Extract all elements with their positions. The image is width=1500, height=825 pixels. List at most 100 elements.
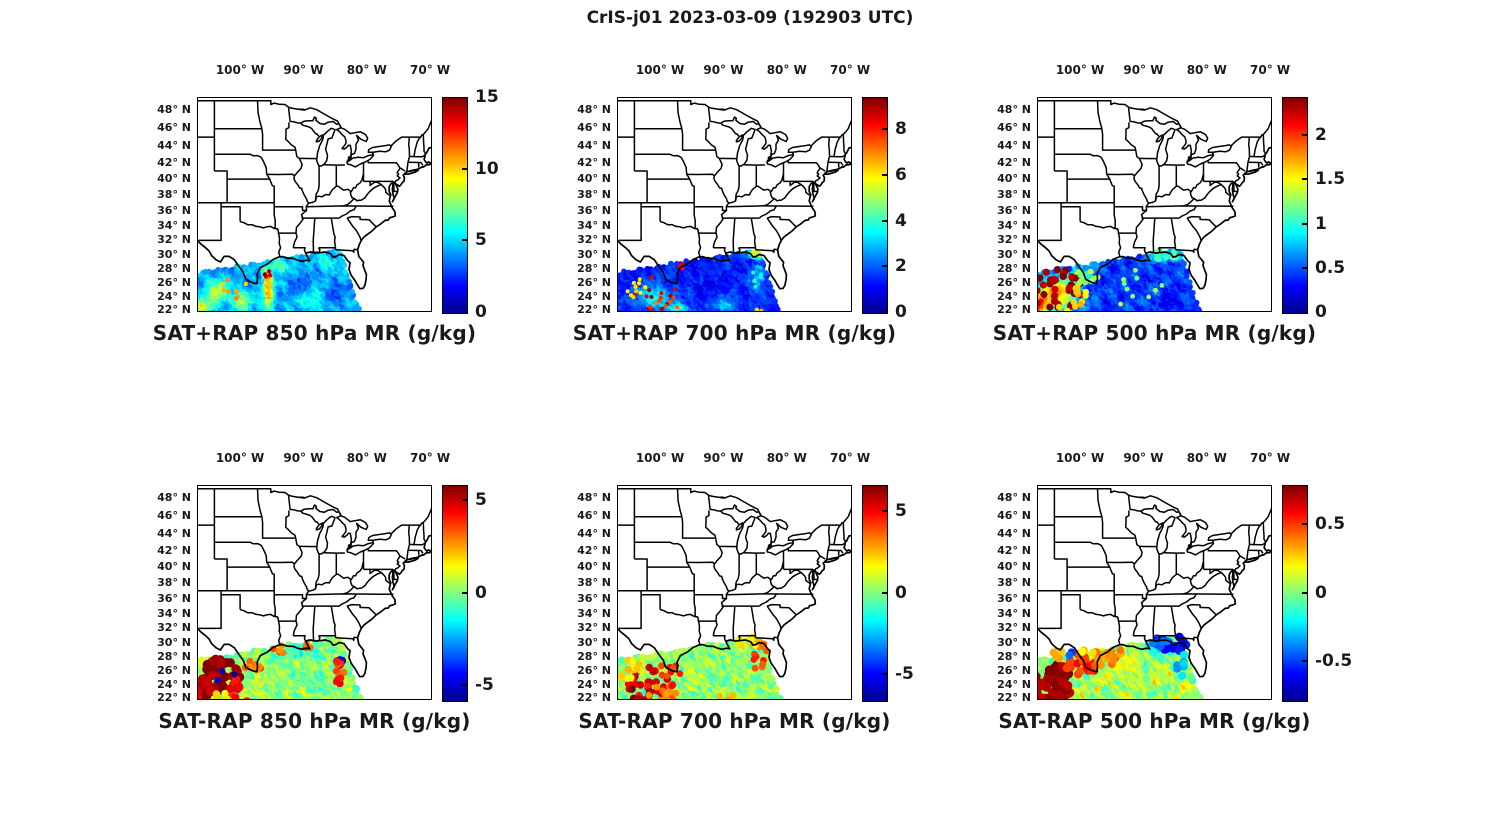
lat-tick-label: 28° N — [997, 262, 1031, 275]
lon-tick-label: 80° W — [1186, 451, 1227, 465]
lat-tick-label: 44° N — [157, 138, 191, 152]
colorbar-tick-mark — [462, 167, 467, 170]
lon-tick-label: 90° W — [283, 451, 324, 465]
lat-tick-label: 30° N — [577, 635, 611, 649]
lon-tick-label: 70° W — [410, 63, 451, 77]
lon-tick-label: 100° W — [1055, 63, 1105, 77]
lat-tick-label: 24° N — [997, 289, 1031, 303]
coastline — [197, 511, 432, 678]
lat-tick-label: 48° N — [157, 491, 191, 505]
lat-tick-label: 46° N — [997, 121, 1031, 135]
state-borders — [1037, 100, 1272, 257]
lat-tick-label: 24° N — [157, 677, 191, 691]
lat-tick-label: 24° N — [577, 677, 611, 691]
lat-tick-label: 24° N — [157, 289, 191, 303]
lon-tick-label: 90° W — [703, 451, 744, 465]
lat-tick-label: 46° N — [577, 121, 611, 135]
lat-tick-label: 36° N — [997, 591, 1031, 605]
lon-tick-label: 80° W — [346, 63, 387, 77]
map-frame — [197, 97, 432, 312]
coastline — [1037, 511, 1272, 678]
panel-title-sat-minus-rap-850: SAT-RAP 850 hPa MR (g/kg) — [158, 709, 471, 733]
colorbar-sat-plus-rap-500 — [1282, 97, 1308, 314]
lat-tick-label: 28° N — [577, 650, 611, 663]
lat-tick-label: 24° N — [577, 289, 611, 303]
colorbar-tick-mark — [1302, 660, 1307, 663]
colorbar-tick-mark — [882, 510, 887, 513]
lon-tick-label: 80° W — [766, 451, 807, 465]
colorbar-tick-label: -5 — [895, 663, 914, 684]
colorbar-tick-label: 2 — [1315, 125, 1327, 146]
lon-tick-label: 70° W — [830, 63, 871, 77]
lat-tick-label: 34° N — [577, 606, 611, 620]
colorbar-tick-mark — [882, 591, 887, 594]
colorbar-tick-label: 1 — [1315, 213, 1327, 234]
colorbar-tick-label: -0.5 — [1315, 651, 1353, 672]
state-borders — [197, 100, 432, 257]
colorbar-tick-label: 6 — [895, 164, 907, 185]
lat-tick-label: 22° N — [577, 302, 611, 316]
lat-tick-label: 48° N — [577, 491, 611, 505]
lat-tick-label: 34° N — [577, 218, 611, 232]
lat-tick-label: 38° N — [157, 576, 191, 590]
lat-tick-label: 38° N — [577, 576, 611, 590]
lat-tick-label: 40° N — [157, 172, 191, 186]
lon-tick-label: 80° W — [346, 451, 387, 465]
lat-tick-label: 44° N — [577, 138, 611, 152]
colorbar-tick-mark — [1302, 222, 1307, 225]
lon-tick-label: 90° W — [283, 63, 324, 77]
lat-tick-label: 48° N — [997, 491, 1031, 505]
colorbar-tick-label: 5 — [895, 501, 907, 522]
colorbar-tick-mark — [882, 672, 887, 675]
lat-tick-label: 38° N — [577, 188, 611, 202]
lon-tick-label: 80° W — [766, 63, 807, 77]
lon-tick-label: 70° W — [1250, 63, 1291, 77]
lat-tick-label: 38° N — [997, 576, 1031, 590]
data-swath — [1037, 247, 1203, 312]
lat-tick-label: 32° N — [997, 233, 1031, 247]
great-lakes — [1127, 106, 1233, 168]
lat-tick-label: 34° N — [997, 606, 1031, 620]
lon-tick-label: 90° W — [1123, 451, 1164, 465]
lat-tick-label: 40° N — [997, 560, 1031, 574]
lat-tick-label: 46° N — [577, 509, 611, 523]
lat-tick-label: 30° N — [157, 247, 191, 261]
lat-tick-label: 42° N — [577, 543, 611, 557]
lat-tick-label: 40° N — [577, 172, 611, 186]
lat-tick-label: 30° N — [997, 247, 1031, 261]
great-lakes — [287, 494, 393, 556]
data-swath — [197, 635, 364, 700]
lat-tick-label: 36° N — [577, 591, 611, 605]
panel-title-sat-minus-rap-700: SAT-RAP 700 hPa MR (g/kg) — [578, 709, 891, 733]
panel-title-sat-minus-rap-500: SAT-RAP 500 hPa MR (g/kg) — [998, 709, 1311, 733]
lat-tick-label: 22° N — [157, 302, 191, 316]
lat-tick-label: 40° N — [157, 560, 191, 574]
colorbar-tick-label: 2 — [895, 256, 907, 277]
colorbar-tick-label: 0 — [1315, 302, 1327, 322]
map-frame — [1037, 485, 1272, 700]
colorbar-tick-mark — [462, 239, 467, 242]
lat-tick-label: 32° N — [997, 621, 1031, 635]
colorbar-tick-mark — [882, 173, 887, 176]
state-borders — [1037, 488, 1272, 645]
lat-tick-label: 42° N — [577, 155, 611, 169]
lat-tick-label: 32° N — [577, 233, 611, 247]
colorbar-tick-mark — [462, 591, 467, 594]
lat-tick-label: 36° N — [157, 203, 191, 217]
colorbar-tick-mark — [1302, 522, 1307, 525]
lat-tick-label: 28° N — [577, 262, 611, 275]
colorbar-tick-mark — [1302, 591, 1307, 594]
colorbar-sat-minus-rap-850 — [442, 485, 468, 702]
colorbar-tick-mark — [882, 128, 887, 131]
coastline — [617, 123, 852, 290]
colorbar-tick-mark — [1302, 134, 1307, 137]
lat-tick-label: 30° N — [997, 635, 1031, 649]
figure-title: CrIS-j01 2023-03-09 (192903 UTC) — [586, 8, 914, 28]
colorbar-tick-label: 0 — [475, 302, 487, 322]
colorbar-tick-mark — [1302, 266, 1307, 269]
lon-tick-label: 100° W — [635, 451, 685, 465]
lat-tick-label: 28° N — [157, 262, 191, 275]
lat-tick-label: 48° N — [997, 103, 1031, 117]
lat-tick-label: 22° N — [157, 690, 191, 704]
